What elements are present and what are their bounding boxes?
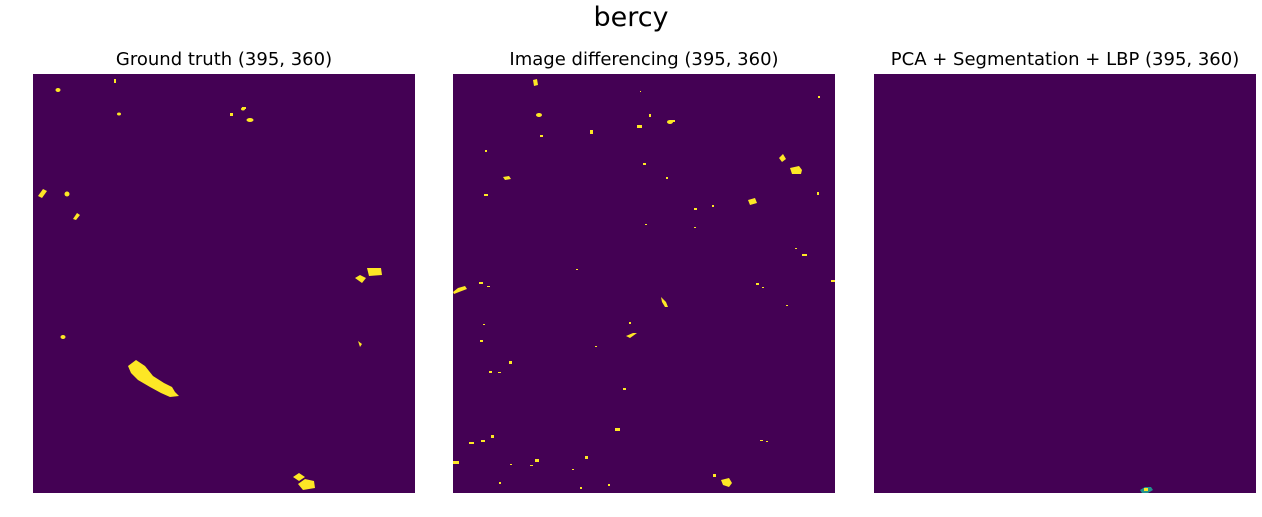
map-background (33, 74, 415, 493)
pca-segmentation-lbp-map (874, 74, 1256, 493)
image-differencing-title: Image differencing (395, 360) (509, 49, 779, 70)
ground-truth-title: Ground truth (395, 360) (115, 49, 333, 70)
pca-segmentation-lbp-panel: PCA + Segmentation + LBP (395, 360) (874, 49, 1256, 493)
figure-title: bercy (593, 2, 669, 33)
map-background (453, 74, 835, 493)
pca-segmentation-lbp-title: PCA + Segmentation + LBP (395, 360) (890, 49, 1240, 70)
change-blobs (38, 79, 382, 490)
ground-truth-panel: Ground truth (395, 360) (33, 49, 415, 493)
change-blobs (1140, 487, 1153, 493)
ground-truth-map (33, 74, 415, 493)
change-blobs (453, 79, 835, 489)
image-differencing-panel: Image differencing (395, 360) (453, 49, 835, 493)
map-background (874, 74, 1256, 493)
image-differencing-map (453, 74, 835, 493)
